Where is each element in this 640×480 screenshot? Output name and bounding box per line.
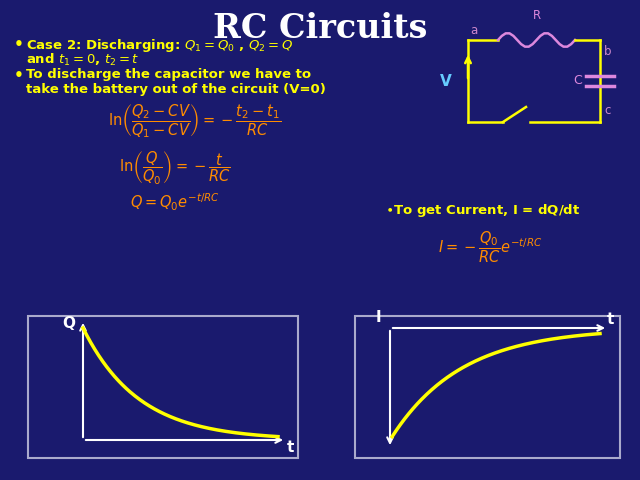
Text: $I = -\dfrac{Q_0}{RC}e^{-t/RC}$: $I = -\dfrac{Q_0}{RC}e^{-t/RC}$ (438, 230, 542, 265)
Text: To discharge the capacitor we have to: To discharge the capacitor we have to (26, 68, 311, 81)
Text: R: R (532, 9, 541, 22)
Text: $\ln\!\left(\dfrac{Q}{Q_0}\right) = -\dfrac{t}{RC}$: $\ln\!\left(\dfrac{Q}{Q_0}\right) = -\df… (119, 150, 231, 187)
Text: b: b (604, 45, 611, 58)
Text: c: c (604, 104, 611, 117)
Bar (28, 316, 298, 458)
Text: Q: Q (63, 315, 76, 331)
Text: a: a (470, 24, 477, 37)
Text: RC Circuits: RC Circuits (213, 12, 427, 45)
Text: t: t (286, 441, 294, 456)
Text: V: V (440, 73, 452, 88)
Text: Case 2: Discharging: $Q_1 = Q_0$ , $Q_2 = Q$: Case 2: Discharging: $Q_1 = Q_0$ , $Q_2 … (26, 37, 293, 54)
Text: $\ln\!\left(\dfrac{Q_2 - CV}{Q_1 - CV}\right) = -\dfrac{t_2 - t_1}{RC}$: $\ln\!\left(\dfrac{Q_2 - CV}{Q_1 - CV}\r… (108, 102, 282, 140)
Text: $Q = Q_0 e^{-t/RC}$: $Q = Q_0 e^{-t/RC}$ (130, 192, 220, 214)
Text: $\bullet$To get Current, I = dQ/dt: $\bullet$To get Current, I = dQ/dt (385, 202, 580, 219)
Text: C: C (573, 74, 582, 87)
Text: I: I (375, 310, 381, 325)
Text: take the battery out of the circuit (V=0): take the battery out of the circuit (V=0… (26, 83, 326, 96)
Text: •: • (14, 37, 24, 52)
Text: •: • (14, 68, 24, 83)
Text: and $t_1 = 0$, $t_2 = t$: and $t_1 = 0$, $t_2 = t$ (26, 52, 140, 68)
Bar (355, 316, 620, 458)
Text: t: t (606, 312, 614, 327)
